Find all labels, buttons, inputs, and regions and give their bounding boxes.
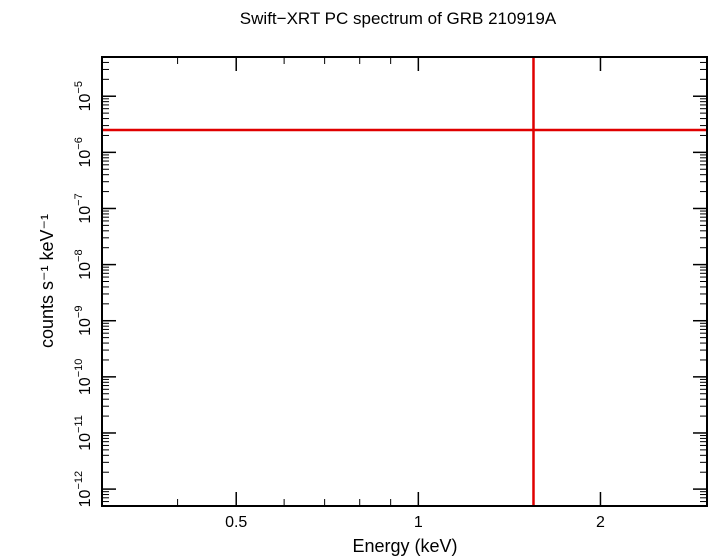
x-tick-labels: 0.5 1 2 — [225, 514, 605, 531]
y-tick-label: 10−6 — [73, 137, 94, 167]
data-point — [531, 128, 535, 132]
y-tick-label: 10−5 — [73, 81, 94, 111]
y-tick-label: 10−8 — [73, 249, 94, 279]
y-tick-label: 10−12 — [73, 471, 94, 507]
y-tick-labels: 10−12 10−11 10−10 10−9 10−8 10−7 10−6 10−5 — [73, 81, 94, 507]
y-tick-label: 10−9 — [73, 306, 94, 336]
minor-ticks — [101, 56, 708, 507]
plot-frame — [101, 56, 708, 507]
x-axis-label: Energy (keV) — [352, 536, 457, 556]
y-tick-label: 10−7 — [73, 193, 94, 223]
x-tick-label: 0.5 — [225, 514, 247, 531]
data-marks — [102, 57, 707, 506]
y-tick-label: 10−11 — [73, 415, 94, 451]
x-tick-label: 2 — [596, 514, 605, 531]
y-tick-label: 10−10 — [73, 359, 94, 395]
x-tick-label: 1 — [414, 514, 423, 531]
y-axis-label: counts s⁻¹ keV⁻¹ — [37, 214, 57, 348]
chart-title: Swift−XRT PC spectrum of GRB 210919A — [240, 9, 557, 28]
major-ticks — [102, 57, 707, 506]
